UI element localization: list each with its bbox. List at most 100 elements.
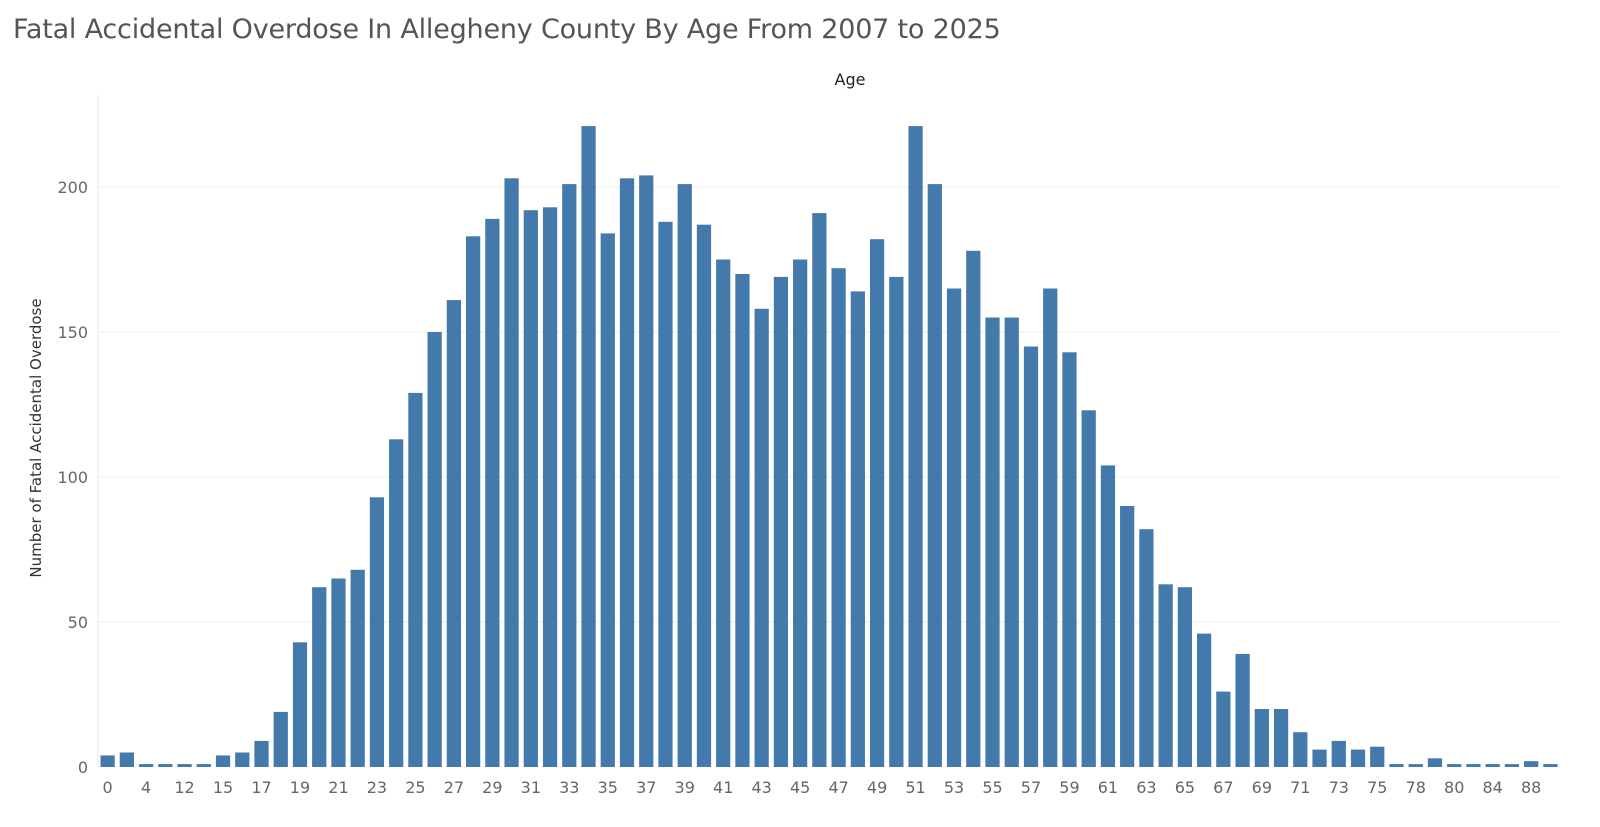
y-tick-label: 150 (57, 323, 88, 342)
x-tick-label: 12 (174, 778, 194, 797)
bar (427, 332, 442, 767)
bar (446, 300, 461, 767)
bar (312, 587, 327, 767)
y-tick-label: 200 (57, 178, 88, 197)
x-tick-label: 31 (521, 778, 541, 797)
bar (1331, 740, 1346, 767)
x-tick-label: 39 (675, 778, 695, 797)
chart-title: Fatal Accidental Overdose In Allegheny C… (13, 14, 1001, 45)
bar (1408, 764, 1423, 767)
bar (1370, 746, 1385, 767)
y-tick-label: 100 (57, 468, 88, 487)
bar (350, 569, 365, 767)
x-tick-label: 43 (751, 778, 771, 797)
x-tick-label: 65 (1175, 778, 1195, 797)
bar (658, 221, 673, 768)
bar (1389, 764, 1404, 767)
bar (1466, 764, 1481, 767)
x-tick-label: 41 (713, 778, 733, 797)
bar (1023, 346, 1039, 767)
x-tick-label: 37 (636, 778, 656, 797)
x-tick-label: 19 (290, 778, 310, 797)
bar (985, 317, 1000, 767)
bar (1216, 691, 1231, 767)
bar (773, 276, 789, 767)
bar (138, 764, 154, 767)
bar (1504, 764, 1520, 767)
bar (235, 752, 250, 767)
bar (1197, 633, 1212, 767)
x-tick-label: 53 (944, 778, 964, 797)
bar (408, 392, 423, 767)
x-tick-label: 78 (1406, 778, 1426, 797)
bar (1427, 758, 1443, 767)
bar (754, 308, 769, 767)
x-tick-label: 35 (598, 778, 618, 797)
x-tick-label: 0 (103, 778, 113, 797)
bar (1158, 584, 1173, 767)
x-tick-label: 69 (1252, 778, 1272, 797)
bar (831, 268, 846, 767)
bar (1447, 764, 1462, 767)
bar (466, 236, 481, 768)
x-tick-label: 61 (1098, 778, 1118, 797)
x-tick-label: 21 (328, 778, 348, 797)
bar (793, 259, 808, 767)
bar (1062, 352, 1077, 767)
bar (1293, 732, 1308, 767)
bar (254, 740, 269, 767)
bar (696, 224, 712, 767)
bar (927, 184, 942, 768)
bar (966, 250, 981, 768)
x-tick-label: 63 (1136, 778, 1156, 797)
bar (1350, 749, 1366, 767)
bar (716, 259, 731, 767)
bar (196, 764, 211, 767)
bar (1312, 749, 1327, 767)
bar (581, 126, 596, 768)
x-tick-label: 47 (828, 778, 848, 797)
x-tick-label: 71 (1290, 778, 1310, 797)
bar (1100, 465, 1116, 767)
bar (869, 239, 885, 767)
x-tick-label: 55 (982, 778, 1002, 797)
bar (850, 291, 865, 767)
bar (292, 642, 308, 767)
bar (1081, 410, 1096, 767)
bar (273, 711, 288, 767)
bar (1273, 709, 1289, 767)
bar (331, 578, 346, 767)
column-header: Age (834, 70, 866, 89)
x-tick-label: 51 (905, 778, 925, 797)
bar (504, 178, 519, 768)
bar (389, 439, 404, 767)
x-tick-label: 57 (1021, 778, 1041, 797)
bar (215, 755, 231, 767)
bar (1004, 317, 1019, 767)
x-tick-label: 88 (1521, 778, 1541, 797)
bar (677, 184, 692, 768)
x-tick-label: 27 (444, 778, 464, 797)
bar (1485, 764, 1500, 767)
x-tick-label: 15 (213, 778, 233, 797)
bar (177, 764, 192, 767)
bar (600, 233, 615, 767)
y-tick-label: 50 (68, 613, 88, 632)
x-tick-label: 25 (405, 778, 425, 797)
bar (812, 213, 827, 768)
bar (1235, 653, 1250, 767)
bar (369, 497, 385, 767)
x-tick-label: 67 (1213, 778, 1233, 797)
x-tick-label: 17 (251, 778, 271, 797)
bar (735, 274, 750, 767)
bar (1120, 506, 1135, 767)
bar (1177, 587, 1192, 767)
bar (485, 218, 500, 767)
bar (1139, 529, 1154, 767)
x-tick-label: 49 (867, 778, 887, 797)
bar (1254, 709, 1269, 767)
bar (523, 210, 538, 767)
bar (562, 184, 577, 768)
bar (1043, 288, 1058, 767)
